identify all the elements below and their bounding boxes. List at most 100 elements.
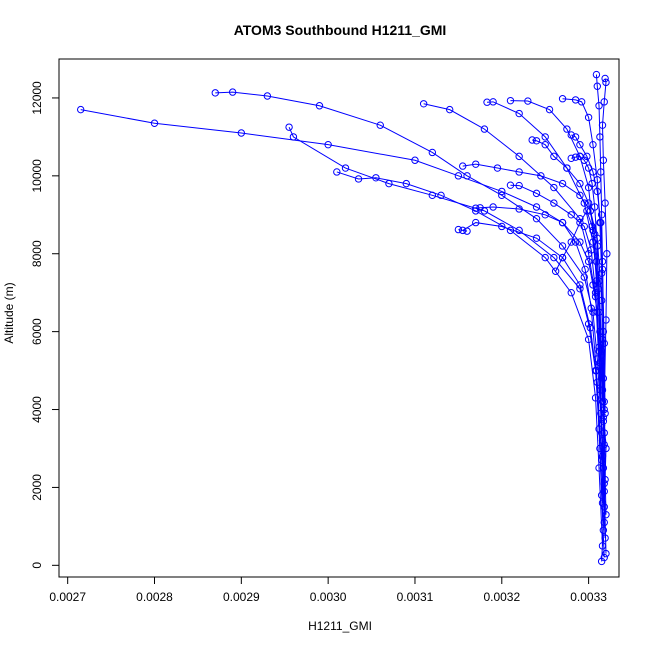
data-point: [541, 133, 549, 141]
y-tick-label: 8000: [30, 240, 44, 267]
data-point: [411, 156, 419, 164]
data-point: [597, 429, 606, 437]
data-point: [459, 226, 467, 235]
data-point: [595, 347, 603, 355]
data-point: [576, 191, 584, 200]
data-point: [541, 253, 549, 262]
data-point: [550, 183, 558, 192]
y-tick-label: 6000: [30, 318, 44, 345]
data-point: [598, 499, 607, 507]
chart-title: ATOM3 Southbound H1211_GMI: [234, 22, 447, 38]
data-point: [598, 335, 607, 344]
data-point: [593, 234, 601, 242]
data-point: [599, 526, 608, 534]
data-point: [376, 121, 384, 129]
data-point: [228, 88, 237, 96]
data-point: [515, 152, 523, 161]
data-point: [498, 222, 506, 231]
data-point: [576, 218, 584, 227]
data-point: [598, 436, 607, 445]
data-point: [515, 168, 523, 176]
data-point: [594, 285, 602, 293]
data-point: [550, 253, 558, 262]
data-point: [592, 257, 601, 266]
data-point: [600, 405, 608, 414]
data-point: [600, 440, 608, 449]
data-point: [563, 164, 571, 172]
data-point: [600, 487, 608, 496]
data-point: [532, 137, 541, 145]
y-tick-label: 0: [30, 562, 44, 569]
y-axis-label: Altitude (m): [2, 282, 16, 343]
data-point: [558, 242, 567, 250]
data-point: [597, 211, 606, 219]
data-point: [589, 140, 597, 149]
data-point: [593, 242, 601, 250]
data-point: [537, 172, 545, 180]
x-axis: 0.0027 0.0028 0.0029 0.0030 0.0031 0.0032 0.00…: [49, 576, 607, 604]
data-point: [515, 109, 523, 118]
data-point: [551, 267, 560, 275]
data-point: [77, 105, 85, 114]
data-point: [402, 179, 410, 188]
data-point: [584, 335, 593, 344]
data-point: [593, 176, 601, 184]
y-tick-label: 2000: [30, 474, 44, 501]
data-point: [602, 549, 610, 558]
x-tick-label: 0.0032: [483, 590, 520, 604]
data-point: [506, 96, 515, 105]
data-point: [472, 160, 480, 168]
data-point: [600, 553, 608, 562]
data-point: [589, 226, 597, 235]
data-point: [597, 421, 606, 429]
data-point: [586, 324, 595, 332]
data-point: [472, 204, 480, 212]
data-point: [584, 113, 593, 122]
data-point: [333, 168, 341, 176]
data-point: [599, 413, 608, 422]
data-point: [576, 152, 584, 161]
data-point: [532, 214, 541, 223]
data-point: [600, 518, 608, 527]
data-point: [567, 154, 575, 163]
data-point: [289, 133, 298, 141]
data-point: [567, 238, 575, 246]
data-point: [571, 96, 580, 104]
data-point: [597, 557, 606, 566]
data-point: [515, 181, 523, 190]
data-point: [602, 316, 610, 324]
data-point: [595, 343, 603, 351]
data-point: [601, 475, 609, 484]
data-point: [598, 452, 607, 460]
data-point: [580, 156, 588, 164]
data-point: [571, 133, 580, 141]
series-line: [601, 78, 608, 468]
data-point: [600, 503, 608, 511]
data-point: [597, 351, 606, 359]
data-point: [532, 203, 541, 211]
data-point: [587, 246, 595, 254]
data-point: [506, 181, 515, 189]
data-point: [593, 355, 601, 363]
data-point: [489, 203, 497, 211]
data-point: [598, 398, 607, 406]
data-point: [493, 164, 502, 172]
data-point: [558, 253, 567, 262]
data-point: [592, 277, 601, 285]
data-point: [595, 464, 603, 472]
data-point: [459, 162, 467, 170]
data-point: [600, 429, 608, 437]
data-point: [596, 327, 604, 336]
data-point: [591, 288, 600, 297]
data-point: [150, 119, 159, 127]
series-group: [77, 70, 611, 566]
data-point: [515, 205, 523, 213]
data-point: [498, 187, 506, 196]
data-point: [567, 131, 575, 139]
y-tick-label: 12000: [30, 81, 44, 115]
data-point: [428, 191, 437, 200]
data-point: [599, 156, 608, 164]
y-tick-label: 10000: [30, 159, 44, 193]
data-point: [580, 199, 588, 207]
